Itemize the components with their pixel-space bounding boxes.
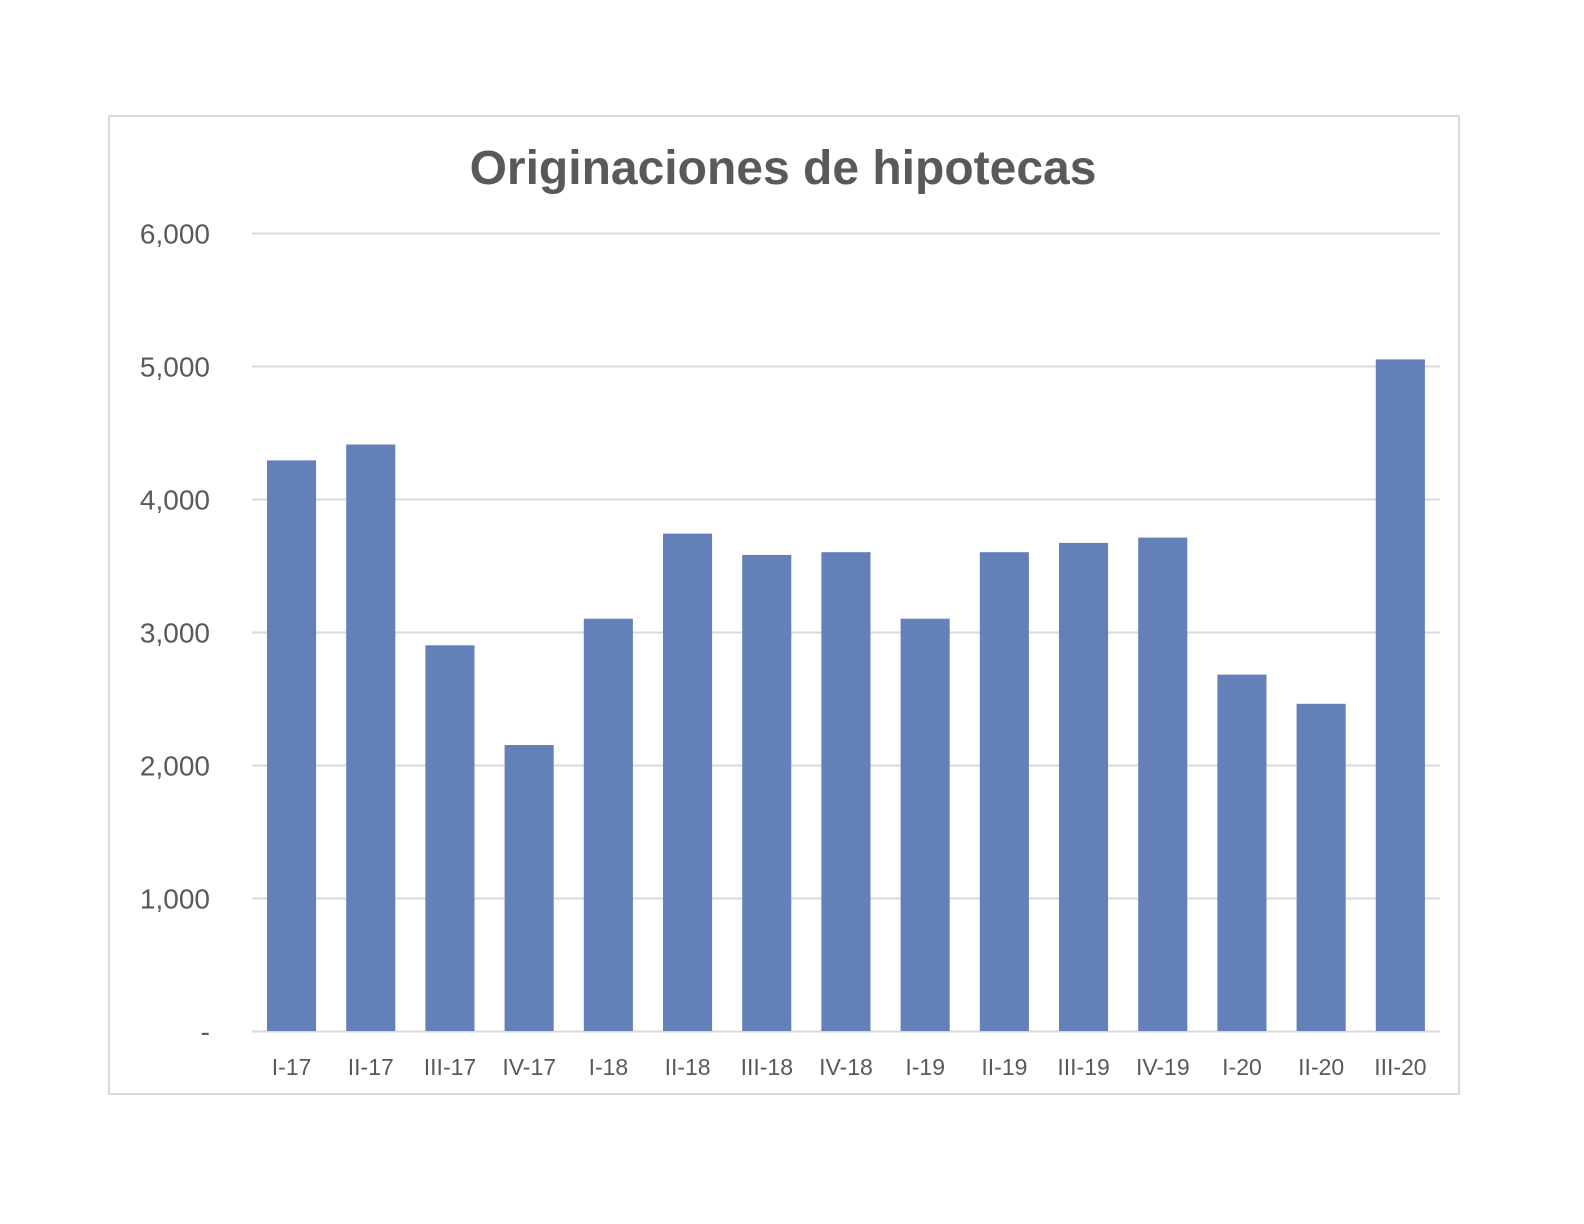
- chart-title: Originaciones de hipotecas: [470, 142, 1097, 195]
- x-tick-label: III-17: [424, 1054, 476, 1080]
- x-tick-label: I-19: [905, 1054, 945, 1080]
- bar: [900, 618, 950, 1031]
- bar: [1375, 359, 1425, 1031]
- x-tick-label: IV-19: [1136, 1054, 1190, 1080]
- x-tick-label: III-19: [1057, 1054, 1109, 1080]
- chart-svg: Originaciones de hipotecas - 1,000 2,000 3,…: [140, 142, 1440, 1080]
- x-tick-label: II-17: [348, 1054, 394, 1080]
- y-tick-label: 3,000: [140, 618, 210, 649]
- bars: [267, 359, 1425, 1031]
- bar: [821, 552, 871, 1031]
- y-tick-label: 5,000: [140, 352, 210, 383]
- bar: [979, 552, 1029, 1031]
- bar: [1217, 674, 1267, 1031]
- bar: [346, 444, 396, 1031]
- bar: [1138, 537, 1188, 1031]
- bar: [425, 645, 475, 1031]
- y-tick-label: 1,000: [140, 884, 210, 915]
- x-tick-label: IV-18: [819, 1054, 873, 1080]
- bar: [742, 554, 792, 1031]
- x-tick-label: IV-17: [502, 1054, 556, 1080]
- x-tick-label: III-20: [1374, 1054, 1426, 1080]
- y-tick-label: 2,000: [140, 751, 210, 782]
- x-tick-label: I-17: [272, 1054, 312, 1080]
- x-tick-label: II-18: [665, 1054, 711, 1080]
- x-tick-label: III-18: [741, 1054, 793, 1080]
- chart-container: Originaciones de hipotecas - 1,000 2,000 3,…: [108, 115, 1460, 1095]
- x-tick-label: I-20: [1222, 1054, 1262, 1080]
- bar: [1296, 703, 1346, 1031]
- y-tick-label: 4,000: [140, 485, 210, 516]
- bar: [504, 745, 554, 1031]
- y-axis-ticks: - 1,000 2,000 3,000 4,000 5,000 6,000: [140, 219, 210, 1048]
- x-tick-label: II-19: [981, 1054, 1027, 1080]
- x-tick-label: II-20: [1298, 1054, 1344, 1080]
- x-axis-ticks: I-17 II-17 III-17 IV-17 I-18 II-18 III-18 IV-18…: [272, 1054, 1427, 1080]
- bar: [267, 460, 317, 1031]
- y-tick-label: -: [201, 1017, 210, 1048]
- y-tick-label: 6,000: [140, 219, 210, 250]
- bar: [583, 618, 633, 1031]
- bar: [1059, 542, 1109, 1031]
- bar: [663, 533, 713, 1031]
- x-tick-label: I-18: [589, 1054, 629, 1080]
